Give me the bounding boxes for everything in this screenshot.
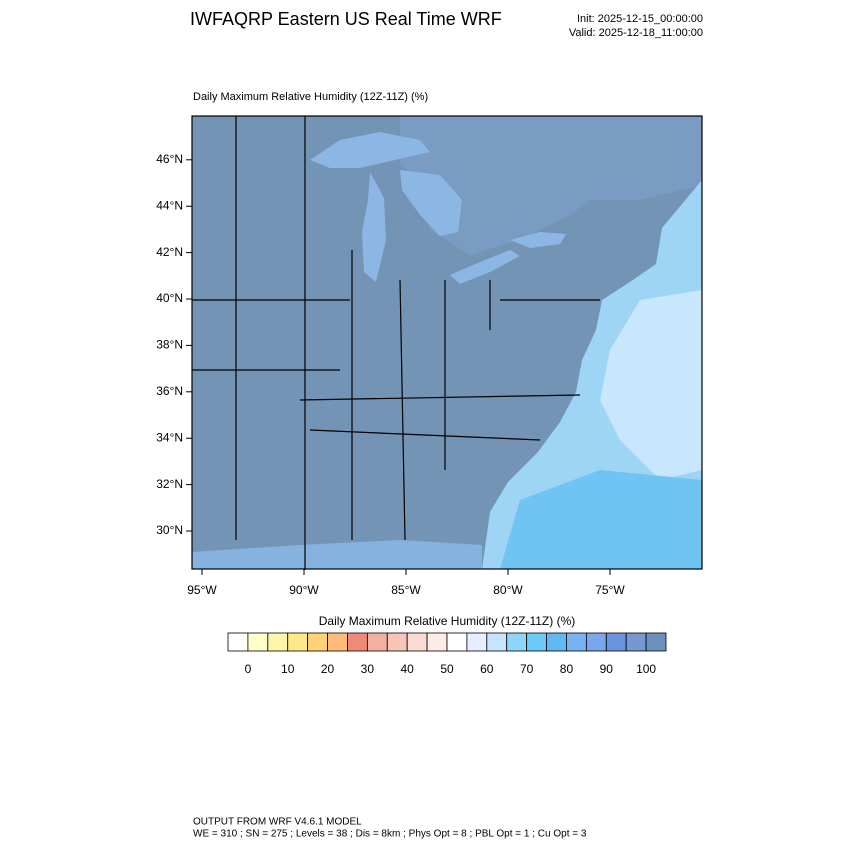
colorbar-box bbox=[585, 632, 607, 652]
colorbar-box bbox=[406, 632, 428, 652]
map-title: Daily Maximum Relative Humidity (12Z-11Z… bbox=[193, 91, 428, 103]
colorbar-box bbox=[566, 632, 587, 652]
lat-label: 34°N bbox=[156, 430, 183, 444]
lat-label: 44°N bbox=[156, 198, 183, 212]
colorbar-box bbox=[526, 632, 547, 652]
colorbar-title: Daily Maximum Relative Humidity (12Z-11Z… bbox=[319, 614, 576, 628]
footer-line: WE = 310 ; SN = 275 ; Levels = 38 ; Dis … bbox=[193, 829, 587, 840]
init-time: Init: 2025-12-15_00:00:00 bbox=[577, 13, 703, 25]
lat-label: 46°N bbox=[156, 152, 183, 166]
lake-superior bbox=[310, 132, 430, 168]
colorbar-box bbox=[625, 632, 647, 652]
state-borders bbox=[192, 116, 600, 570]
colorbar-label: 20 bbox=[321, 662, 335, 676]
borders bbox=[192, 116, 600, 570]
ocean-moist bbox=[500, 470, 702, 569]
ocean-dry bbox=[600, 290, 702, 480]
colorbar-box bbox=[506, 632, 528, 652]
colorbar-box bbox=[366, 632, 388, 652]
ocean bbox=[482, 180, 702, 569]
colorbar: 0 10 20 30 40 50 60 70 80 90 100 bbox=[227, 632, 667, 676]
colorbar-label: 0 bbox=[245, 662, 252, 676]
lon-label: 95°W bbox=[187, 583, 217, 597]
colorbar-box bbox=[466, 632, 488, 652]
map bbox=[191, 115, 703, 570]
lake-michigan bbox=[362, 172, 386, 282]
colorbar-box bbox=[267, 632, 289, 652]
lon-label: 80°W bbox=[493, 583, 523, 597]
colorbar-box bbox=[645, 632, 667, 652]
colorbar-label: 40 bbox=[401, 662, 415, 676]
colorbar-box bbox=[347, 632, 368, 652]
colorbar-box bbox=[446, 632, 468, 652]
lake-huron bbox=[400, 170, 462, 236]
colorbar-box bbox=[426, 632, 448, 652]
title: IWFAQRP Eastern US Real Time WRF bbox=[190, 9, 502, 29]
colorbar-box bbox=[247, 632, 269, 652]
colorbar-label: 80 bbox=[560, 662, 574, 676]
lon-ticks: 95°W 90°W 85°W 80°W 75°W bbox=[187, 569, 625, 597]
colorbar-label: 10 bbox=[281, 662, 295, 676]
colorbar-label: 100 bbox=[636, 662, 656, 676]
colorbar-box bbox=[486, 632, 508, 652]
colorbar-label: 50 bbox=[440, 662, 454, 676]
colorbar-box bbox=[227, 632, 249, 652]
colorbar-box bbox=[605, 632, 627, 652]
lon-label: 75°W bbox=[595, 583, 625, 597]
lake-ontario bbox=[510, 232, 566, 248]
colorbar-label: 70 bbox=[520, 662, 534, 676]
lake-erie bbox=[450, 250, 520, 284]
footer-line: OUTPUT FROM WRF V4.6.1 MODEL bbox=[193, 817, 362, 828]
lat-label: 38°N bbox=[156, 338, 183, 352]
lat-label: 32°N bbox=[156, 477, 183, 491]
colorbar-box bbox=[287, 632, 309, 652]
colorbar-box bbox=[327, 632, 348, 652]
colorbar-label: 60 bbox=[480, 662, 494, 676]
map-frame bbox=[191, 115, 703, 570]
lat-label: 36°N bbox=[156, 384, 183, 398]
lon-label: 85°W bbox=[391, 583, 421, 597]
lat-label: 30°N bbox=[156, 523, 183, 537]
colorbar-box bbox=[386, 632, 408, 652]
colorbar-box bbox=[546, 632, 567, 652]
lon-label: 90°W bbox=[289, 583, 319, 597]
canada bbox=[400, 116, 702, 255]
lat-ticks: 30°N 32°N 34°N 36°N 38°N 40°N 42°N 44°N 46°N bbox=[156, 152, 192, 537]
colorbar-label: 90 bbox=[600, 662, 614, 676]
lat-label: 42°N bbox=[156, 245, 183, 259]
colorbar-label: 30 bbox=[361, 662, 375, 676]
valid-time: Valid: 2025-12-18_11:00:00 bbox=[569, 27, 703, 39]
lat-label: 40°N bbox=[156, 291, 183, 305]
gulf bbox=[192, 540, 482, 569]
colorbar-box bbox=[307, 632, 328, 652]
